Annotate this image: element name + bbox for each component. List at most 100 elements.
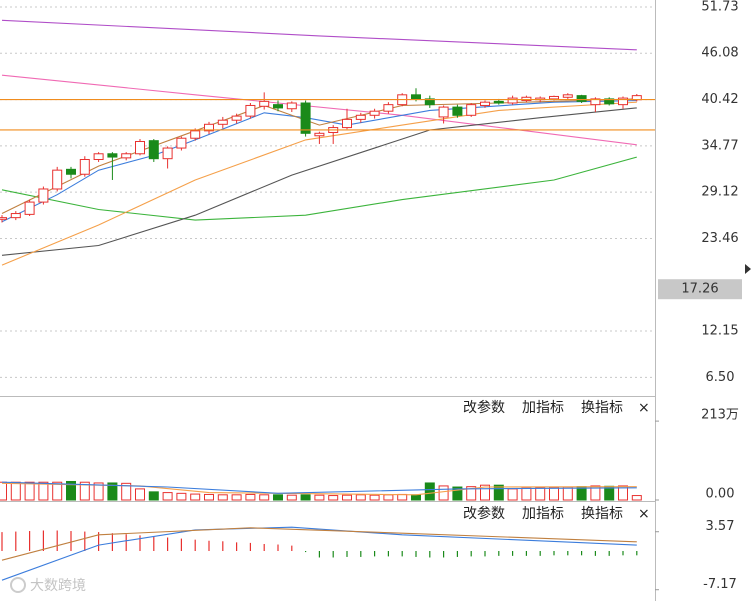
y-tick-label: 29.12 [701, 185, 738, 200]
panel-control[interactable]: 改参数 [463, 399, 505, 416]
y-tick-label: 34.77 [701, 138, 738, 153]
y-tick-label: 0.00 [706, 487, 735, 502]
volume-bar [24, 481, 35, 501]
volume-bar [162, 492, 173, 501]
panel-control[interactable]: 换指标 [581, 399, 623, 416]
candle-body [424, 98, 435, 106]
volume-bar [618, 485, 628, 501]
volume-bar [79, 481, 90, 501]
arrow-icon [745, 264, 751, 274]
ma-line [1, 107, 637, 256]
volume-bar [52, 481, 63, 501]
volume-bar [190, 493, 201, 501]
volume-bar [369, 494, 380, 501]
ma-line [1, 19, 637, 51]
candle-body [618, 97, 628, 106]
candle-body [562, 94, 573, 98]
candle-body [93, 153, 104, 161]
volume-bar [93, 482, 104, 501]
candle-body [135, 140, 145, 155]
candle-body [493, 100, 504, 104]
candle-body [0, 217, 7, 220]
panel-control[interactable]: 加指标 [522, 506, 564, 522]
candle-body [162, 147, 173, 160]
candle-body [273, 104, 283, 109]
volume-bar [549, 486, 559, 501]
volume-bar [259, 494, 270, 501]
volume-bar [328, 495, 339, 501]
volume-bar [273, 494, 283, 501]
volume-bar [314, 494, 325, 501]
candle-body [342, 118, 352, 129]
candle-body [604, 98, 615, 105]
y-tick-label: 6.50 [706, 370, 735, 385]
ma-line [1, 527, 637, 561]
ma-line [1, 481, 637, 494]
volume-bar [217, 494, 228, 501]
candle-body [259, 100, 270, 107]
volume-bar [424, 482, 435, 501]
candle-body [355, 114, 366, 120]
candle-body [300, 102, 311, 134]
candle-body [383, 104, 394, 112]
ma-line [1, 156, 637, 221]
y-tick-label: 46.08 [701, 46, 738, 61]
volume-bar [480, 484, 490, 501]
volume-bar [204, 493, 214, 501]
volume-bar [231, 494, 242, 501]
candle-body [204, 123, 214, 132]
volume-bar [411, 494, 421, 501]
candle-body [66, 168, 76, 175]
volume-bar [10, 481, 21, 501]
volume-bar [148, 491, 159, 501]
y-tick-label: -7.17 [703, 577, 737, 592]
volume-bar [300, 494, 311, 501]
candle-body [52, 169, 63, 190]
candle-body [549, 95, 559, 100]
y-tick-label: 213万 [701, 408, 739, 423]
volume-bar [355, 494, 366, 501]
candle-body [190, 130, 201, 139]
candle-body [38, 188, 49, 203]
y-tick-label: 12.15 [701, 324, 738, 339]
candle-body [10, 213, 21, 219]
panel-control[interactable]: 加指标 [522, 400, 564, 416]
candle-body [314, 132, 325, 137]
volume-bar [245, 493, 256, 501]
watermark: 大数跨境 [30, 578, 86, 594]
candle-body [231, 115, 242, 121]
candle-body [107, 153, 118, 158]
volume-bar [631, 495, 642, 501]
panel-control[interactable]: 换指标 [581, 505, 623, 522]
candle-body [576, 95, 587, 102]
candle-body [121, 153, 132, 159]
volume-bar [286, 494, 297, 501]
y-tick-label: 51.73 [701, 0, 738, 14]
volume-bar [397, 493, 408, 501]
panel-control[interactable]: × [638, 506, 650, 522]
volume-bar [0, 481, 7, 501]
y-tick-label: 23.46 [701, 231, 738, 246]
candle-body [466, 104, 477, 116]
volume-bar [38, 481, 49, 501]
candle-body [452, 106, 463, 116]
candle-body [79, 159, 90, 175]
volume-bar [383, 494, 394, 501]
volume-bar [121, 482, 132, 501]
watermark-logo [10, 577, 26, 593]
last-price-label: 17.26 [681, 282, 718, 297]
volume-bar [135, 488, 145, 501]
volume-bar [507, 488, 518, 501]
volume-bar [562, 486, 573, 501]
volume-bar [107, 482, 118, 501]
panel-control[interactable]: 改参数 [463, 505, 505, 522]
panel-control[interactable]: × [638, 400, 650, 416]
volume-bar [342, 494, 352, 501]
volume-bar [438, 485, 449, 501]
volume-bar [590, 485, 601, 501]
ma-line [1, 101, 637, 266]
candle-body [176, 137, 187, 149]
volume-bar [176, 492, 187, 501]
candle-body [438, 106, 449, 118]
y-tick-label: 40.42 [701, 92, 738, 107]
